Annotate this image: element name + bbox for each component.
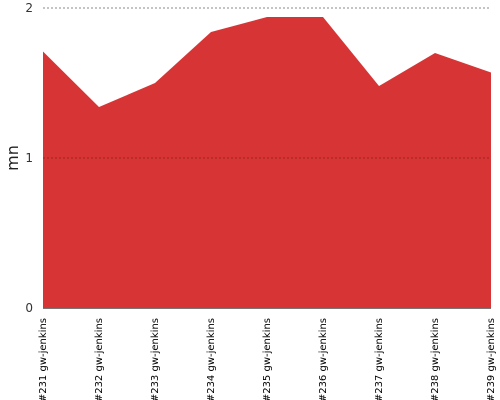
- x-tick-label: #232 gw-jenkins: [94, 318, 105, 400]
- y-tick-label-0: 0: [25, 301, 33, 315]
- y-tick-label-1: 1: [25, 151, 33, 165]
- x-tick-labels: #231 gw-jenkins #232 gw-jenkins #233 gw-je…: [38, 318, 497, 400]
- y-tick-label-2: 2: [25, 1, 33, 15]
- x-tick-label: #231 gw-jenkins: [38, 318, 49, 400]
- x-tick-label: #239 gw-jenkins: [486, 318, 497, 400]
- y-axis-title: mn: [3, 145, 22, 171]
- x-tick-label: #234 gw-jenkins: [206, 318, 217, 400]
- y-tick-labels: 0 1 2: [25, 1, 33, 315]
- series-area: [43, 17, 491, 308]
- x-tick-label: #235 gw-jenkins: [262, 318, 273, 400]
- x-tick-label: #237 gw-jenkins: [374, 318, 385, 400]
- x-tick-label: #238 gw-jenkins: [430, 318, 441, 400]
- x-tick-label: #236 gw-jenkins: [318, 318, 329, 400]
- x-tick-label: #233 gw-jenkins: [150, 318, 161, 400]
